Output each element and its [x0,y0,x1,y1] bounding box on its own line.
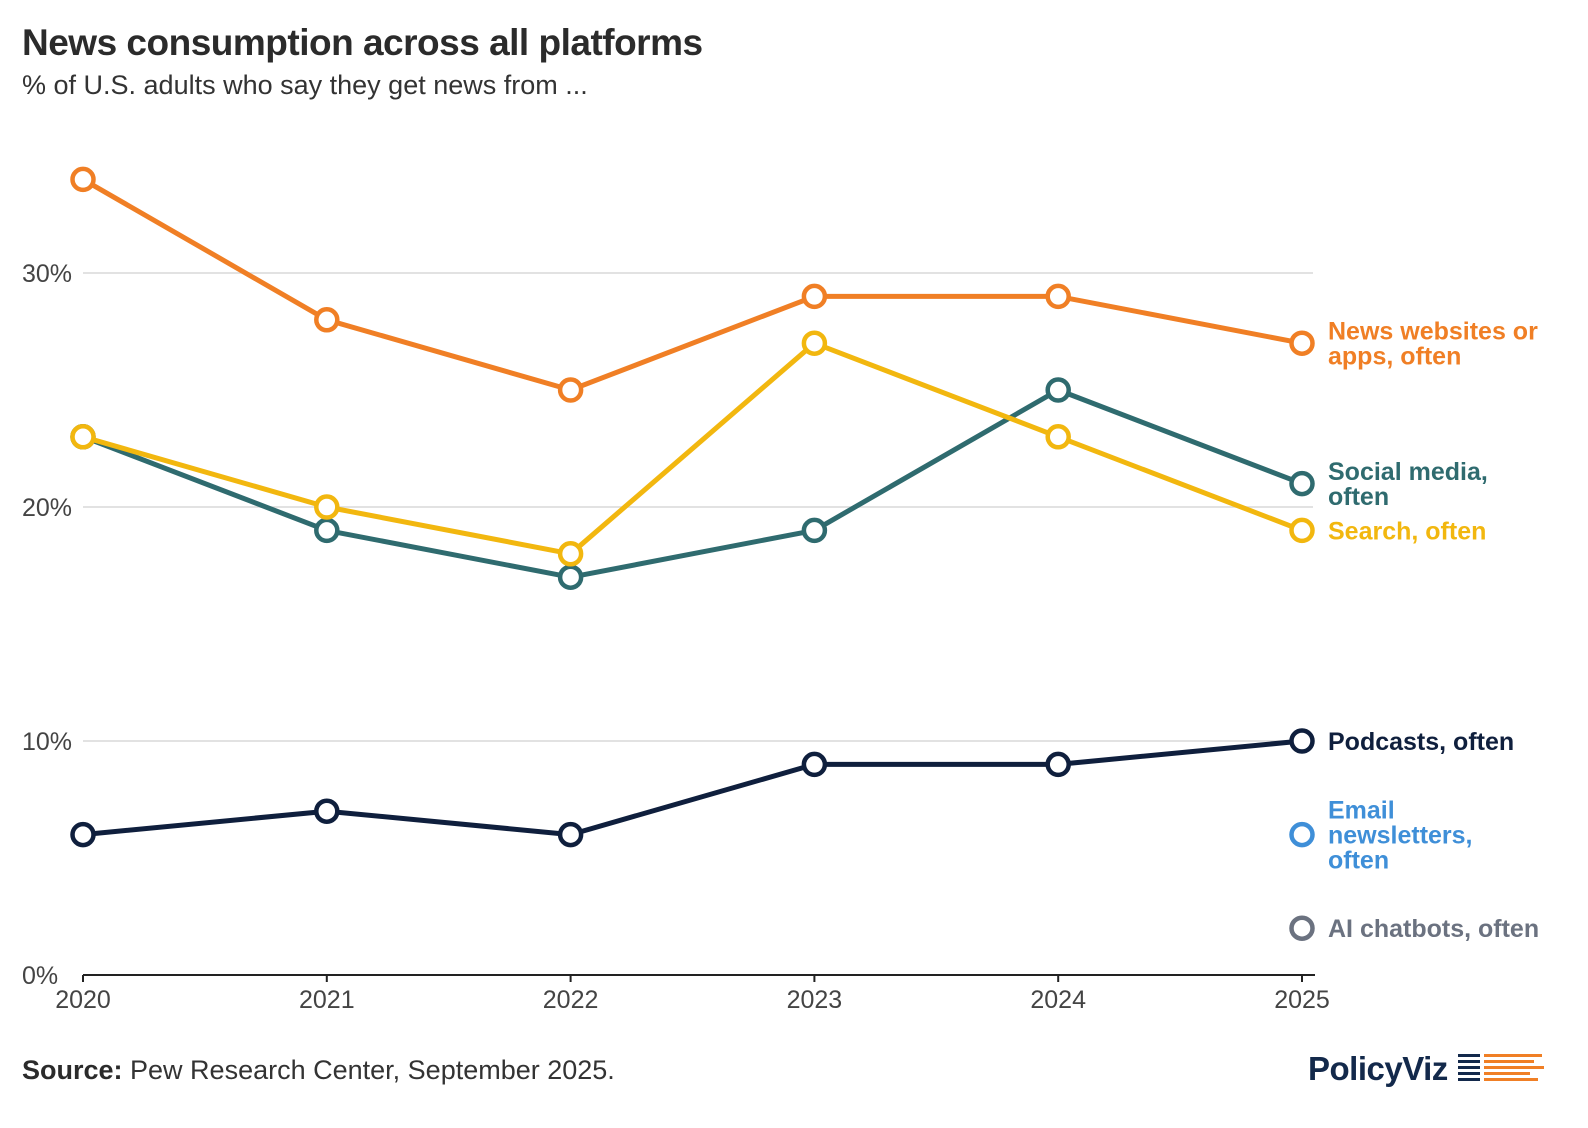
data-point [557,377,584,403]
data-point [801,517,828,544]
data-point [557,564,584,590]
data-point [1289,915,1315,941]
data-point [1289,728,1315,754]
data-point [314,798,340,824]
x-tick-label: 2021 [299,986,355,1014]
data-point [557,821,584,848]
series-line [80,176,1305,393]
data-point [1045,751,1071,778]
series-label: Podcasts, often [1328,728,1514,756]
gridlines: 0% 10% 20% 30% [22,260,1313,990]
x-tick-label: 2022 [543,986,599,1014]
x-tick-label: 2024 [1030,986,1086,1014]
data-point [801,751,828,778]
data-point [1045,424,1071,450]
data-point [1045,283,1071,310]
x-tick-label: 2025 [1274,986,1330,1014]
series-line [80,387,1305,580]
series-label: Email newsletters, often [1328,797,1473,875]
data-point [314,307,340,333]
y-tick-label: 10% [22,728,72,756]
data-point [801,330,828,356]
source-note: Source: Pew Research Center, September 2… [22,1055,615,1086]
y-tick-label: 30% [22,260,72,288]
series-label: Search, often [1328,517,1486,545]
x-axis: 2020 2021 2022 2023 2024 2025 [55,974,1330,1014]
policyviz-logo: PolicyViz [1308,1048,1558,1092]
y-tick-label: 20% [22,494,72,522]
data-point [1289,821,1315,848]
data-point [314,494,340,520]
series-label: AI chatbots, often [1328,915,1539,943]
series-line [80,738,1305,838]
brand-name: PolicyViz [1308,1050,1448,1087]
data-point [801,283,828,310]
data-point [1045,377,1071,403]
series-label: Social media, often [1328,458,1488,511]
x-tick-label: 2020 [55,986,111,1014]
series-labels: News websites or apps, often Social media,… [1328,318,1539,944]
line-chart: 0% 10% 20% 30% 2020 2021 2022 2023 2024 2025 New… [22,166,1539,1014]
data-point [1289,517,1315,544]
data-point [1289,330,1315,356]
x-tick-label: 2023 [787,986,843,1014]
data-point [70,821,96,848]
data-point [314,517,340,544]
chart-title: News consumption across all platforms [22,22,703,63]
source-label: Source: [22,1055,123,1085]
data-point [70,166,96,193]
data-point [557,541,584,567]
series-label: News websites or apps, often [1328,318,1538,371]
chart-subtitle: % of U.S. adults who say they get news f… [22,70,588,100]
data-point [70,424,96,450]
data-point [1289,470,1315,497]
series-line [80,340,1305,557]
series-lines [70,166,1315,941]
source-text: Pew Research Center, September 2025. [122,1055,615,1085]
y-tick-label: 0% [22,962,58,990]
brand-stripes-icon [1458,1054,1544,1081]
